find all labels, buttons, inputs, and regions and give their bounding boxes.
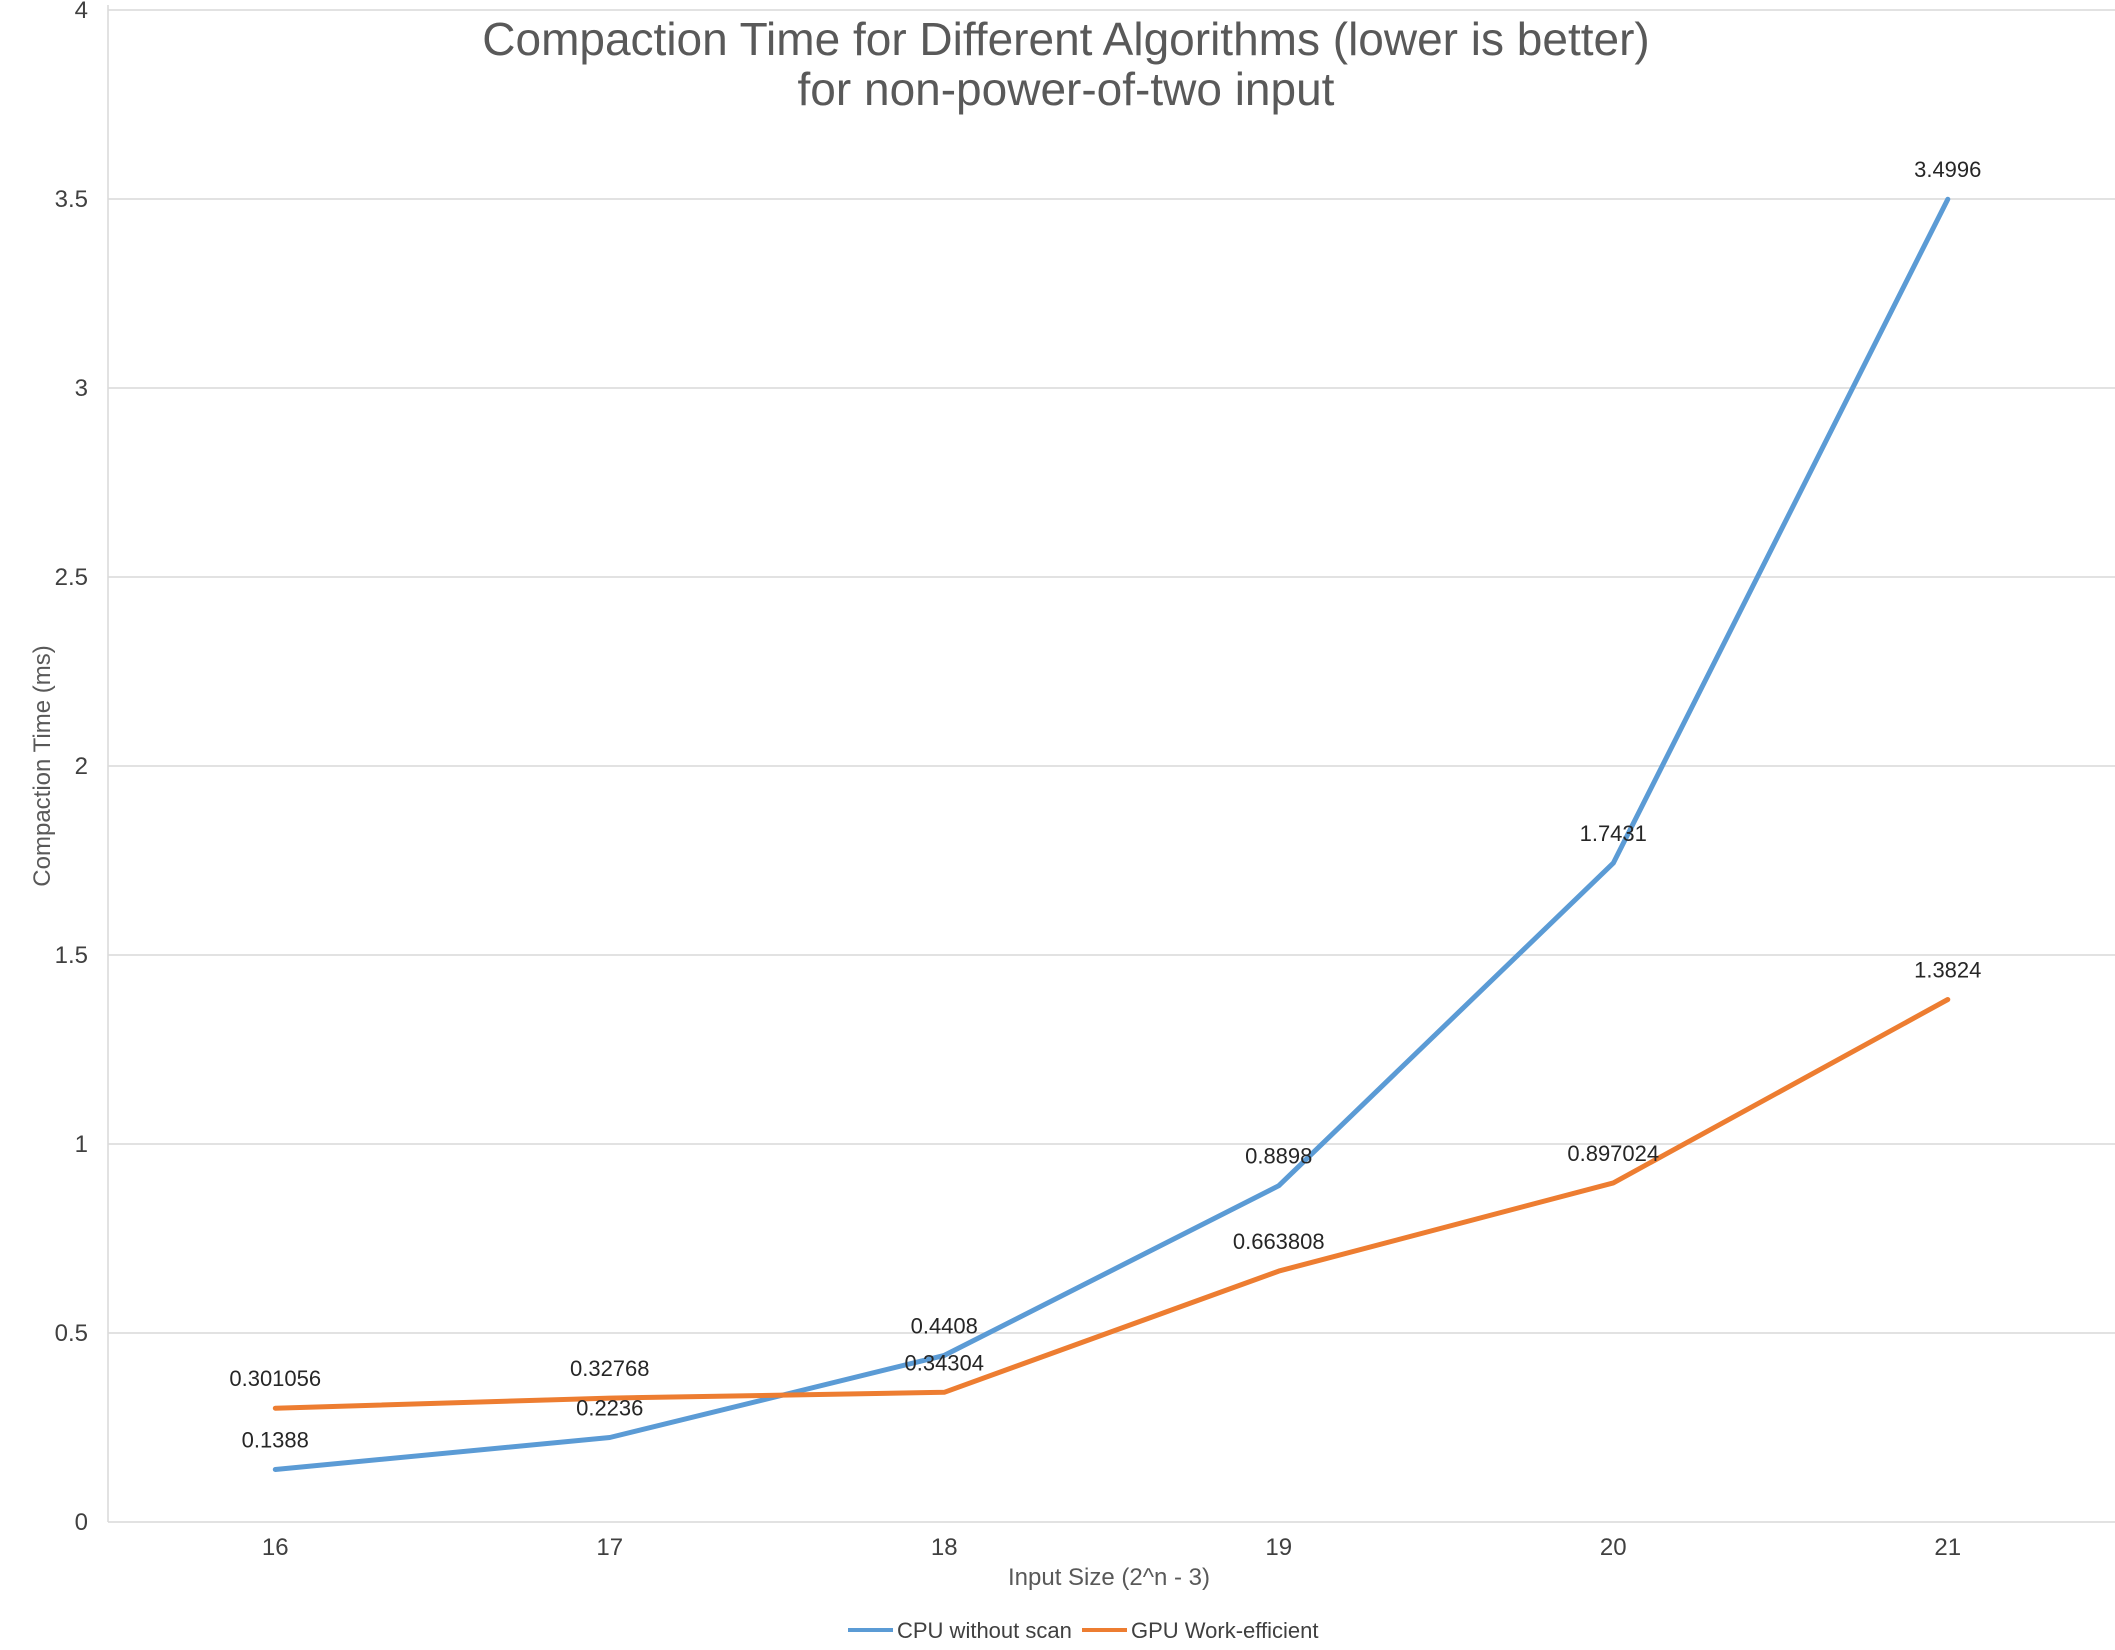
gridlines — [107, 5, 2115, 1523]
data-label: 0.34304 — [904, 1350, 984, 1375]
x-axis-ticks: 16 17 18 19 20 21 — [262, 1534, 1961, 1561]
chart-title-line-2: for non-power-of-two input — [798, 63, 1335, 115]
y-tick-label: 1 — [75, 1131, 88, 1158]
x-tick-label: 18 — [931, 1534, 958, 1561]
data-label: 0.663808 — [1233, 1229, 1325, 1254]
data-label: 1.7431 — [1580, 821, 1647, 846]
data-label: 0.32768 — [570, 1356, 650, 1381]
y-tick-label: 0.5 — [55, 1320, 88, 1347]
x-tick-label: 16 — [262, 1534, 289, 1561]
data-label: 0.301056 — [229, 1366, 321, 1391]
data-label: 0.8898 — [1245, 1144, 1312, 1169]
legend-label-cpu: CPU without scan — [897, 1618, 1072, 1643]
data-label: 0.2236 — [576, 1395, 643, 1420]
series-lines — [272, 196, 1951, 1472]
y-tick-label: 2 — [75, 753, 88, 780]
x-tick-label: 17 — [596, 1534, 623, 1561]
data-label: 0.4408 — [911, 1313, 978, 1338]
series-line-gpu-work-efficient — [272, 997, 1951, 1411]
x-tick-label: 20 — [1600, 1534, 1627, 1561]
data-label: 1.3824 — [1914, 957, 1981, 982]
y-axis-title: Compaction Time (ms) — [29, 645, 56, 886]
x-tick-label: 19 — [1265, 1534, 1292, 1561]
legend-label-gpu: GPU Work-efficient — [1131, 1618, 1318, 1643]
y-axis-ticks: 0 0.5 1 1.5 2 2.5 3 3.5 4 — [55, 0, 88, 1536]
x-tick-label: 21 — [1934, 1534, 1961, 1561]
y-tick-label: 3 — [75, 375, 88, 402]
data-label: 0.897024 — [1567, 1141, 1659, 1166]
legend: CPU without scan GPU Work-efficient — [848, 1618, 1318, 1643]
y-tick-label: 1.5 — [55, 942, 88, 969]
series-line-cpu-without-scan — [272, 196, 1951, 1472]
chart-title-line-1: Compaction Time for Different Algorithms… — [482, 13, 1649, 65]
y-tick-label: 3.5 — [55, 186, 88, 213]
x-axis-title: Input Size (2^n - 3) — [1008, 1564, 1210, 1591]
data-label: 0.1388 — [242, 1428, 309, 1453]
y-tick-label: 4 — [75, 0, 88, 24]
data-label: 3.4996 — [1914, 157, 1981, 182]
data-labels: 0.1388 0.2236 0.4408 0.8898 1.7431 3.4996 0.30… — [229, 157, 1981, 1452]
y-tick-label: 0 — [75, 1509, 88, 1536]
y-tick-label: 2.5 — [55, 564, 88, 591]
